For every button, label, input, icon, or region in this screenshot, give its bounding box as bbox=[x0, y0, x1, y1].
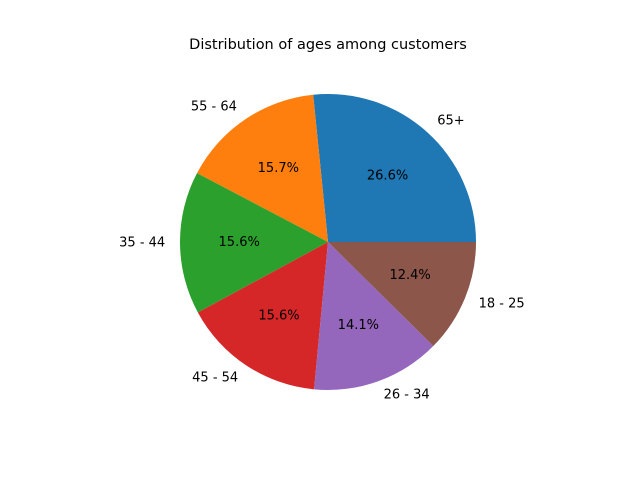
slice-value-label-2: 15.6% bbox=[219, 235, 260, 250]
slice-value-label-4: 14.1% bbox=[338, 318, 379, 333]
slice-value-label-3: 15.6% bbox=[258, 309, 299, 324]
slice-label-4: 26 - 34 bbox=[384, 388, 430, 403]
pie-slice-1 bbox=[196, 94, 328, 242]
slice-label-1: 55 - 64 bbox=[191, 100, 237, 115]
slice-value-label-5: 12.4% bbox=[389, 268, 430, 283]
pie-labels: 65+ 26.6% 55 - 64 15.7% 35 - 44 15.6% 45 - 54 1… bbox=[119, 100, 524, 403]
slice-label-2: 35 - 44 bbox=[119, 236, 165, 251]
pie-slice-2 bbox=[180, 173, 328, 313]
pie-slice-4 bbox=[314, 242, 434, 390]
pie-slice-3 bbox=[197, 242, 328, 390]
slice-value-label-1: 15.7% bbox=[258, 161, 299, 176]
slice-value-label-0: 26.6% bbox=[367, 169, 408, 184]
slice-label-3: 45 - 54 bbox=[192, 370, 238, 385]
slice-label-5: 18 - 25 bbox=[479, 296, 525, 311]
pie-slices bbox=[180, 94, 476, 390]
chart-title: Distribution of ages among customers bbox=[189, 37, 467, 53]
slice-label-0: 65+ bbox=[437, 114, 464, 129]
pie-slice-0 bbox=[313, 94, 476, 242]
pie-slice-5 bbox=[328, 242, 476, 346]
